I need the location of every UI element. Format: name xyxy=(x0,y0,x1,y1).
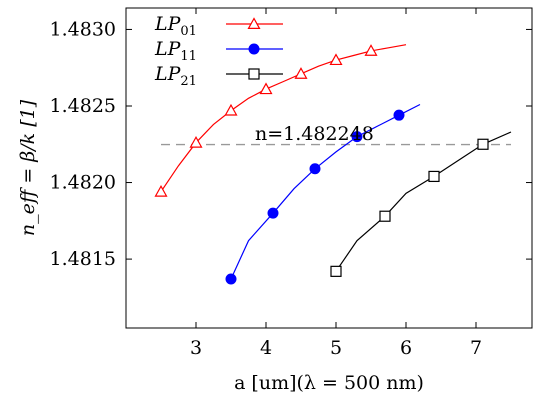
data-point-lp01 xyxy=(189,136,203,148)
series-line-lp21 xyxy=(335,131,512,272)
data-point-lp11 xyxy=(267,207,279,219)
series-lp01 xyxy=(154,44,407,197)
y-axis-label: n_eff = β/k [1] xyxy=(17,99,39,236)
x-tick-label: 5 xyxy=(330,337,342,359)
data-point-lp11 xyxy=(351,131,363,143)
legend-label-lp11: LP11 xyxy=(154,38,197,64)
series-line-lp01 xyxy=(160,44,407,193)
legend-marker-lp01 xyxy=(247,17,261,29)
reference-line-label: n=1.482248 xyxy=(255,123,374,145)
legend-marker-lp21 xyxy=(248,68,260,80)
data-point-lp01 xyxy=(154,184,168,197)
legend-marker-lp11 xyxy=(248,43,260,55)
y-tick-label: 1.4825 xyxy=(50,95,116,117)
y-tick-label: 1.4820 xyxy=(50,172,116,194)
data-point-lp11 xyxy=(309,163,321,175)
data-point-lp01 xyxy=(259,82,273,95)
data-point-lp11 xyxy=(393,109,405,121)
series-line-lp11 xyxy=(230,103,421,280)
x-axis-label: a [um](λ = 500 nm) xyxy=(234,372,424,394)
x-tick-label: 6 xyxy=(400,337,412,359)
data-point-lp21 xyxy=(477,138,489,150)
x-tick-label: 7 xyxy=(470,337,482,359)
data-point-lp01 xyxy=(364,44,378,56)
data-point-lp01 xyxy=(329,53,343,66)
legend-label-lp21: LP21 xyxy=(154,63,197,89)
x-tick-label: 4 xyxy=(260,337,272,359)
plot-frame xyxy=(125,7,533,329)
data-point-lp21 xyxy=(428,170,440,183)
y-tick-label: 1.4830 xyxy=(50,18,116,40)
series-lp21 xyxy=(330,131,512,277)
legend-label-lp01: LP01 xyxy=(154,13,197,39)
series-lp11 xyxy=(225,103,421,285)
data-point-lp21 xyxy=(330,265,342,277)
data-point-lp01 xyxy=(294,67,308,79)
x-tick-label: 3 xyxy=(190,337,202,359)
y-tick-label: 1.4815 xyxy=(50,248,116,270)
data-point-lp01 xyxy=(224,103,238,116)
data-point-lp11 xyxy=(225,273,237,285)
data-point-lp21 xyxy=(379,210,391,222)
